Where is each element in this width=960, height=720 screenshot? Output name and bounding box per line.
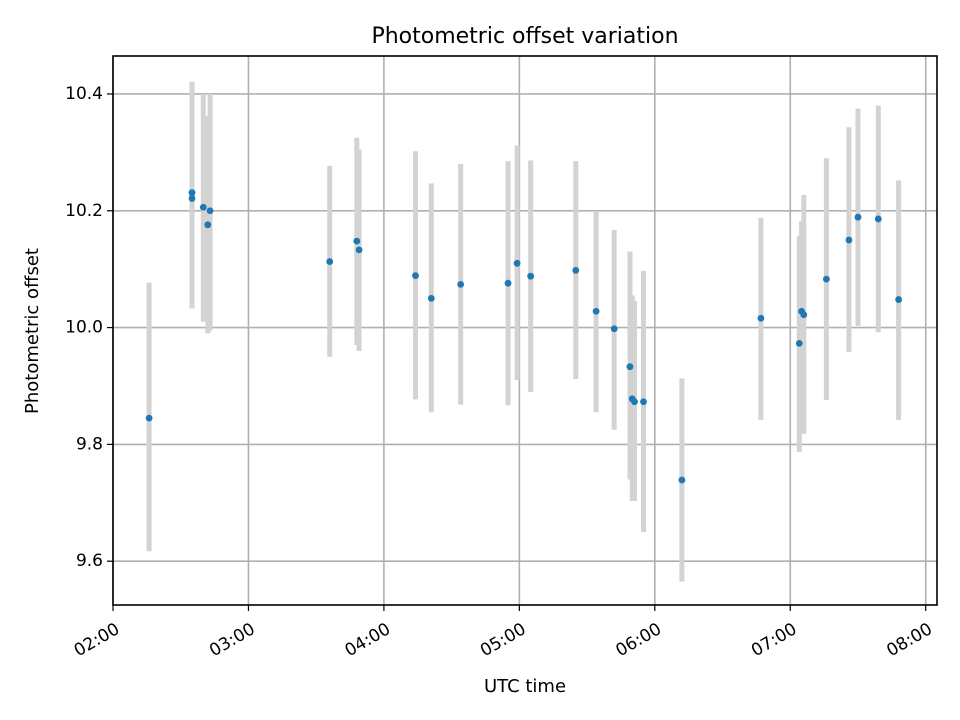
x-tick-label: 06:00: [613, 619, 665, 661]
data-point: [199, 203, 207, 211]
y-tick-label: 9.8: [76, 434, 103, 454]
data-point: [527, 272, 535, 280]
y-tick-label: 10.2: [65, 201, 103, 221]
data-point: [504, 279, 512, 287]
data-point: [188, 195, 196, 202]
data-points: [145, 189, 903, 484]
data-point: [678, 476, 686, 484]
chart-title: Photometric offset variation: [371, 24, 678, 49]
grid-lines: [112, 56, 937, 605]
x-tick-label: 03:00: [206, 619, 258, 661]
x-tick-label: 07:00: [748, 619, 800, 661]
x-tick-label: 08:00: [883, 619, 935, 661]
data-point: [355, 246, 363, 254]
plot-frame: [112, 55, 938, 606]
y-tick-label: 10.4: [65, 84, 103, 104]
data-point: [795, 339, 803, 347]
data-point: [592, 307, 600, 315]
data-point: [412, 272, 419, 279]
data-point: [206, 207, 214, 215]
data-point: [822, 275, 830, 283]
data-point: [757, 314, 765, 322]
y-tick-label: 9.6: [76, 551, 103, 571]
data-point: [800, 311, 808, 319]
x-tick-label: 05:00: [477, 619, 529, 661]
data-point: [427, 294, 435, 302]
data-point: [874, 215, 882, 223]
data-point: [626, 363, 634, 371]
y-tick-label: 10.0: [65, 318, 103, 338]
data-point: [457, 280, 465, 288]
data-point: [895, 296, 903, 303]
data-point: [326, 258, 334, 265]
y-axis-label: Photometric offset: [22, 248, 43, 414]
data-point: [188, 189, 196, 197]
data-point: [854, 213, 862, 221]
error-bars: [146, 81, 902, 582]
data-point: [353, 237, 361, 245]
data-point: [513, 259, 521, 267]
data-point: [572, 266, 580, 274]
data-point: [845, 236, 853, 244]
x-axis-label: UTC time: [484, 676, 566, 697]
data-point: [204, 221, 212, 229]
x-tick-label: 04:00: [342, 619, 394, 661]
data-point: [145, 414, 153, 422]
data-point: [610, 325, 618, 333]
data-point: [640, 398, 647, 406]
data-point: [631, 398, 638, 406]
x-tick-label: 02:00: [71, 619, 123, 661]
